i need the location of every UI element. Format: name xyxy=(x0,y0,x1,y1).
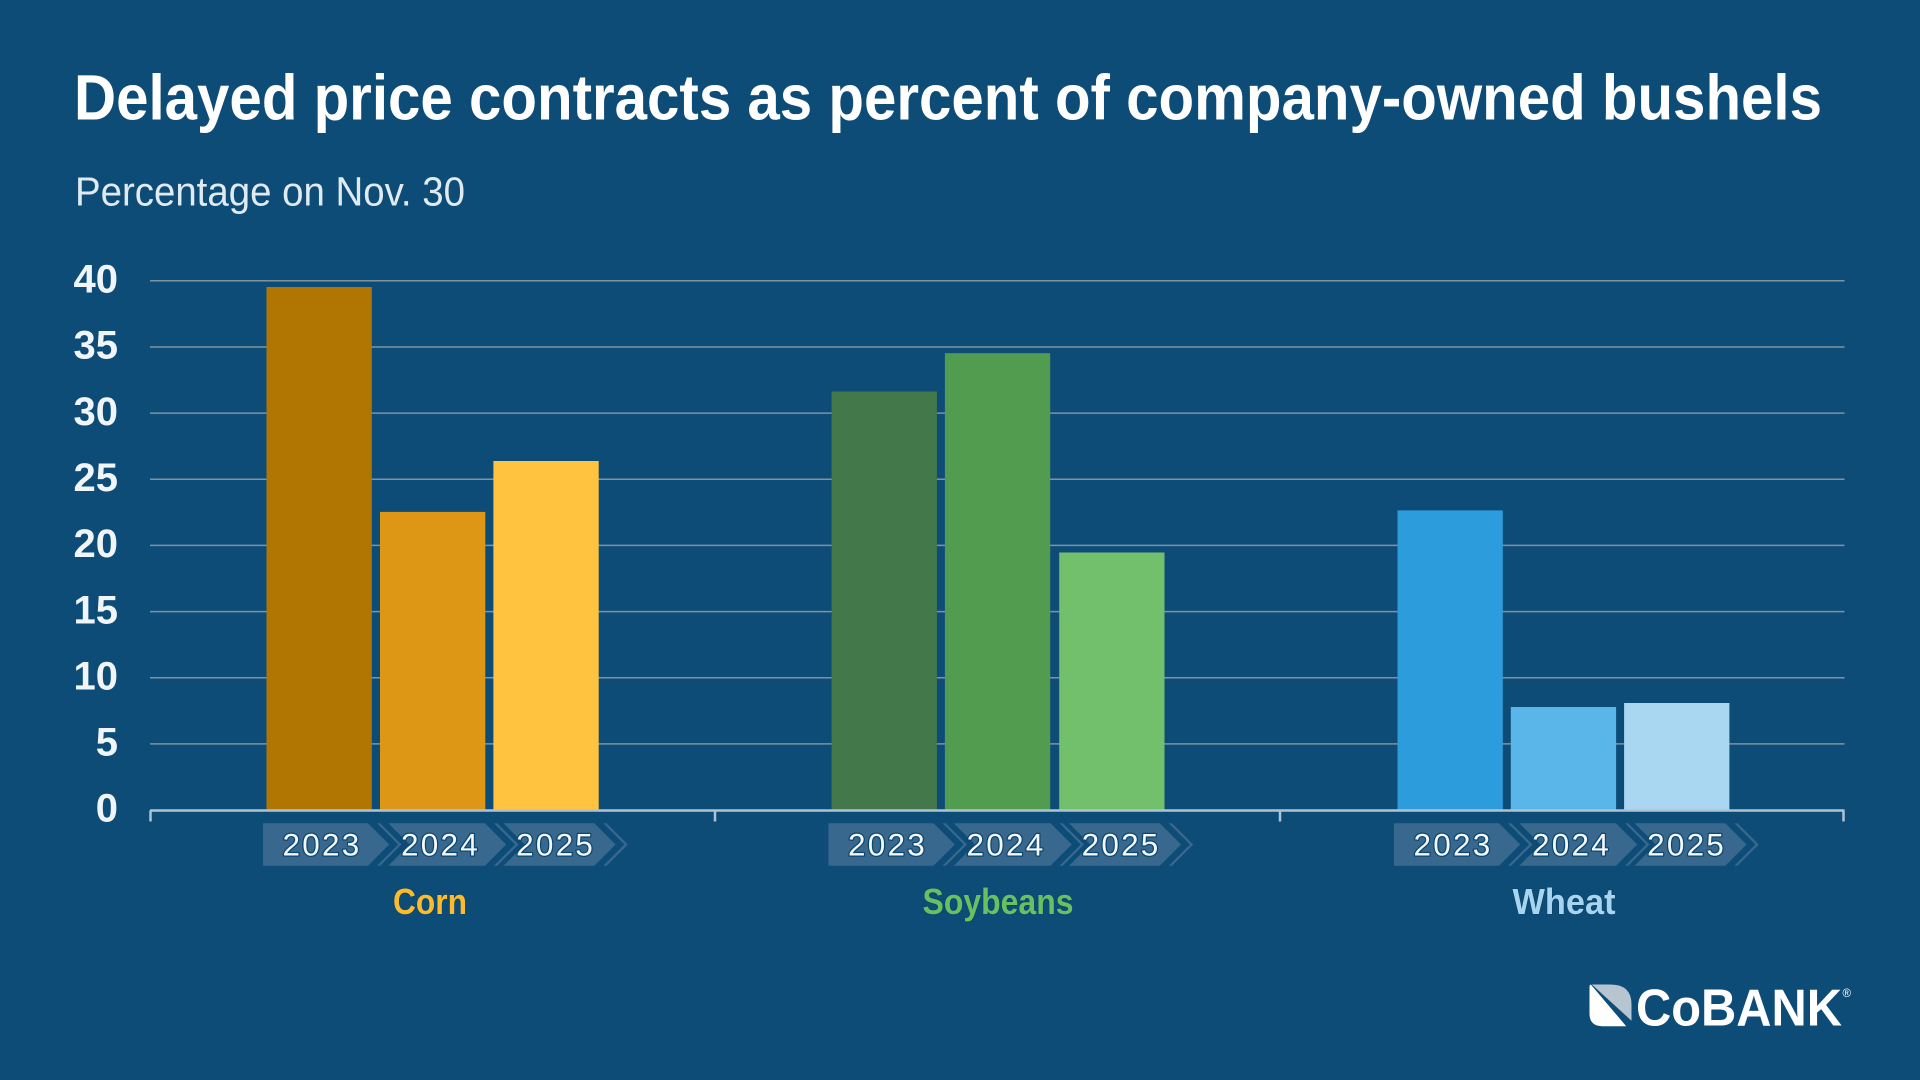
svg-text:Percentage on Nov. 30: Percentage on Nov. 30 xyxy=(75,169,465,215)
svg-text:10: 10 xyxy=(74,654,119,698)
svg-text:Soybeans: Soybeans xyxy=(923,881,1074,922)
svg-text:40: 40 xyxy=(74,258,119,302)
svg-text:20: 20 xyxy=(74,522,119,566)
svg-text:5: 5 xyxy=(96,721,118,765)
svg-text:2023: 2023 xyxy=(1414,827,1493,863)
svg-text:15: 15 xyxy=(74,588,119,632)
svg-text:2023: 2023 xyxy=(283,827,362,863)
svg-text:®: ® xyxy=(1843,988,1852,1000)
svg-text:30: 30 xyxy=(74,390,119,434)
svg-text:2024: 2024 xyxy=(967,827,1046,863)
svg-text:2023: 2023 xyxy=(848,827,927,863)
svg-text:35: 35 xyxy=(74,324,119,368)
svg-text:0: 0 xyxy=(96,787,118,831)
svg-text:CoBANK: CoBANK xyxy=(1636,980,1842,1038)
svg-text:Delayed price contracts as per: Delayed price contracts as percent of co… xyxy=(74,62,1822,134)
svg-text:2024: 2024 xyxy=(401,827,480,863)
svg-text:Wheat: Wheat xyxy=(1513,881,1616,922)
svg-text:Corn: Corn xyxy=(393,881,467,922)
svg-text:2024: 2024 xyxy=(1532,827,1611,863)
svg-text:2025: 2025 xyxy=(1082,827,1161,863)
svg-text:25: 25 xyxy=(74,456,119,500)
svg-text:2025: 2025 xyxy=(1647,827,1726,863)
svg-text:2025: 2025 xyxy=(516,827,595,863)
